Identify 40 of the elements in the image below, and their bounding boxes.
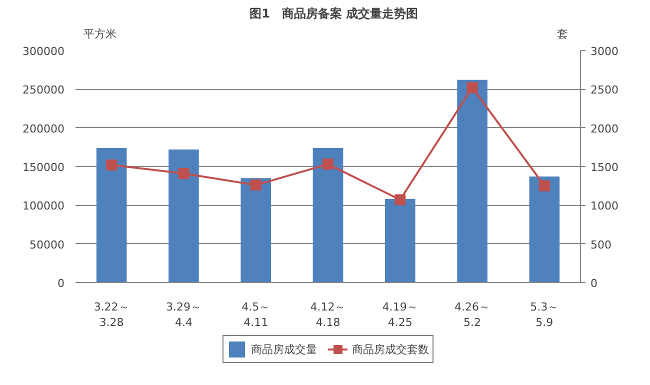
y2-tick-label: 1500	[590, 161, 618, 174]
x-tick-label: 4.19～ 4.25	[382, 300, 418, 330]
bar	[312, 148, 344, 282]
y-tick-label: 300000	[22, 45, 65, 58]
x-tick-label: 4.26～ 5.2	[454, 300, 490, 330]
bar	[240, 178, 272, 282]
y-tick-label: 200000	[22, 122, 65, 136]
y2-tick-label: 2500	[590, 84, 618, 97]
bar	[168, 149, 199, 282]
y2-tick-label: 500	[590, 238, 612, 252]
point	[394, 194, 406, 206]
x-tick-label: 4.12～ 4.18	[310, 300, 346, 330]
y2-tick-label: 3000	[590, 45, 618, 58]
point	[538, 180, 550, 192]
point	[178, 168, 190, 179]
legend-label: 商品房成交量	[251, 342, 317, 356]
y2-tick-label: 0	[590, 277, 598, 290]
point	[106, 159, 118, 170]
x-tick-label: 5.3～ 5.9	[530, 300, 559, 330]
x-tick-label: 3.29～ 4.4	[166, 300, 202, 330]
y-tick-label: 250000	[22, 84, 65, 97]
bar	[384, 198, 416, 282]
x-tick-label: 3.22～ 3.28	[94, 300, 130, 330]
point	[322, 158, 334, 170]
y2-axis-title: 套	[556, 28, 568, 40]
bar	[457, 80, 488, 282]
x-tick-label: 4.5～ 4.11	[242, 300, 270, 330]
chart-title: 图1 商品房备案 成交量走势图	[250, 6, 418, 20]
bar	[96, 148, 127, 282]
bar	[529, 176, 560, 282]
y-tick-label: 50000	[30, 238, 65, 252]
legend-label: 商品房成交套数	[352, 342, 429, 356]
point	[250, 180, 262, 191]
y-axis-title: 平方米	[83, 28, 116, 40]
y-tick-label: 100000	[22, 200, 65, 213]
y-tick-label: 0	[58, 277, 64, 290]
y-tick-label: 150000	[22, 161, 65, 174]
y2-tick-label: 2000	[590, 122, 618, 136]
point	[466, 82, 478, 94]
y2-tick-label: 1000	[590, 200, 618, 213]
